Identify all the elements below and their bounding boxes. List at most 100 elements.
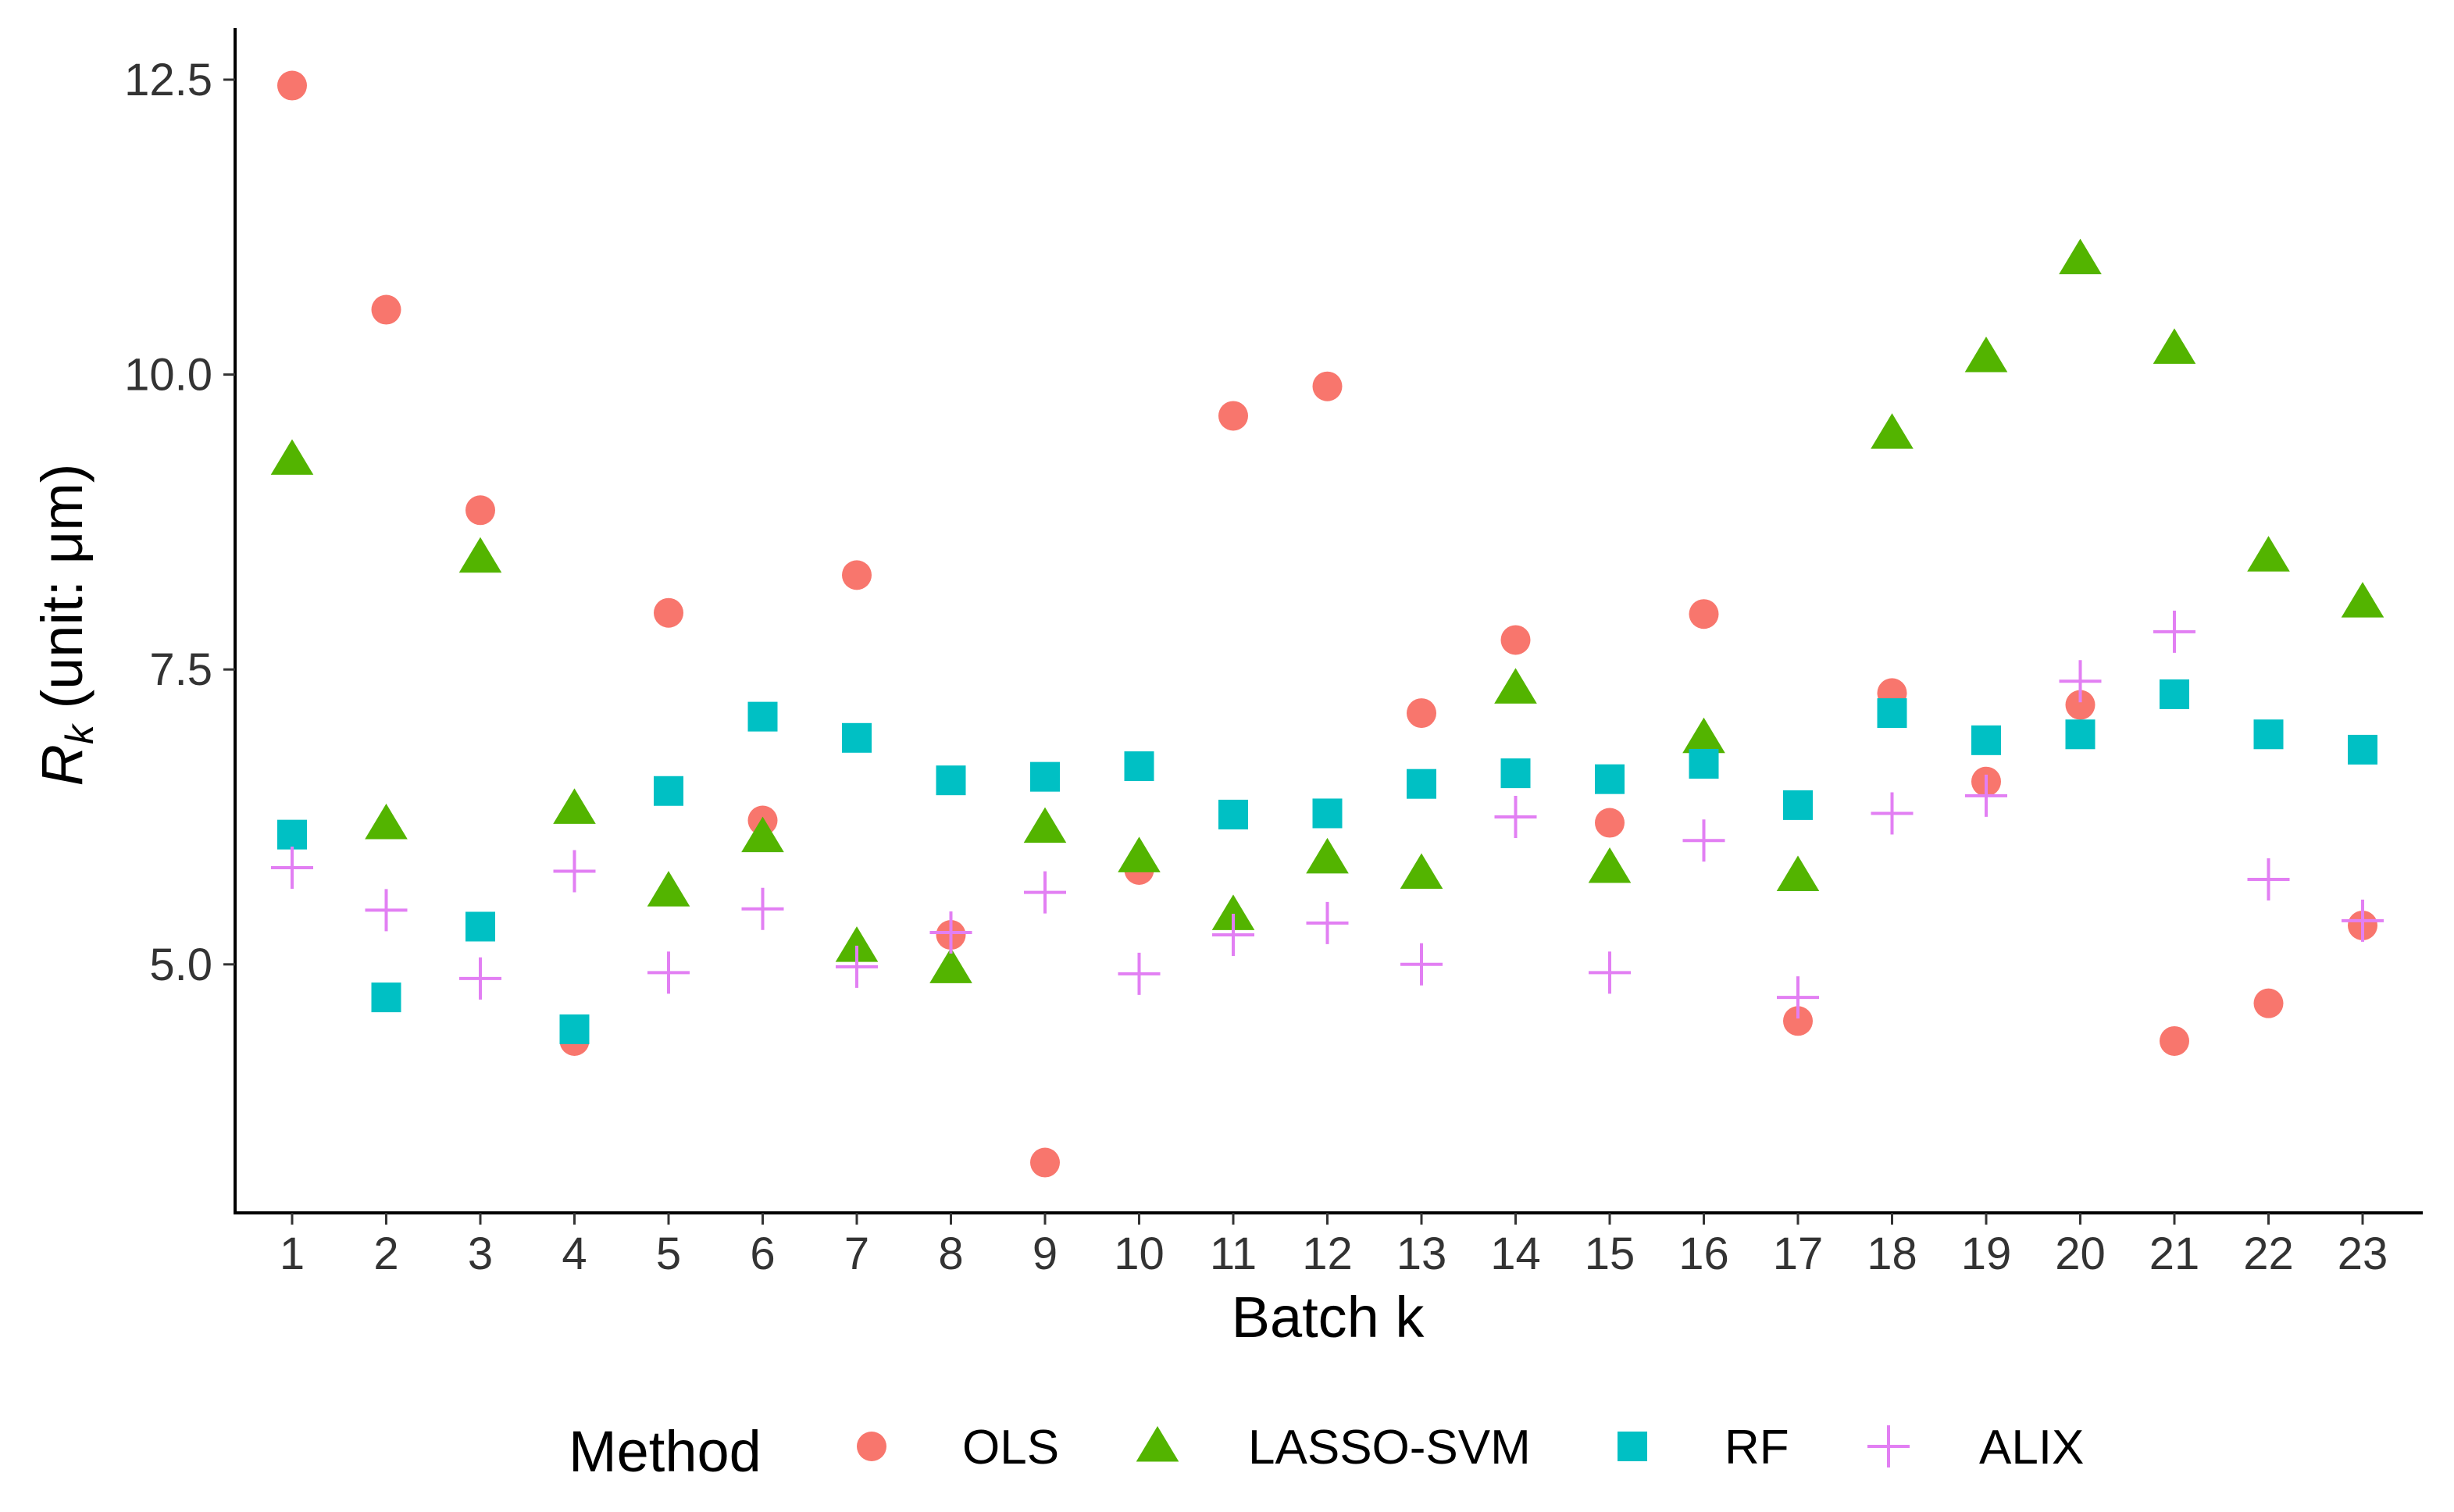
x-tick-label: 21 (2149, 1228, 2200, 1279)
data-point-alix (1400, 943, 1443, 986)
data-point-alix (1682, 819, 1725, 862)
y-axis-title: Rk (unit: μm) (30, 463, 102, 786)
data-point-ols (2253, 988, 2284, 1018)
data-point-alix (1494, 796, 1537, 838)
x-tick-label: 5 (656, 1228, 681, 1279)
data-point-lasso-svm (1776, 855, 1820, 892)
data-point-rf (559, 1014, 590, 1044)
x-tick-label: 7 (844, 1228, 869, 1279)
data-point-rf (1783, 790, 1813, 820)
data-point-lasso-svm (553, 788, 596, 824)
data-point-lasso-svm (270, 439, 314, 475)
data-point-lasso-svm (2341, 582, 2384, 618)
x-tick-label: 13 (1396, 1228, 1447, 1279)
data-point-rf (1124, 751, 1154, 782)
x-tick-label: 14 (1490, 1228, 1541, 1279)
series-alix (271, 610, 2384, 1019)
series-ols (277, 70, 2377, 1178)
x-tick-label: 4 (562, 1228, 587, 1279)
data-point-ols (1783, 1006, 1813, 1036)
data-point-alix (271, 846, 313, 889)
data-point-rf (936, 765, 966, 796)
y-axis-title-rest: (unit: μm) (30, 463, 95, 725)
data-point-alix (365, 889, 408, 932)
x-tick-label: 9 (1033, 1228, 1058, 1279)
data-point-rf (371, 982, 401, 1013)
data-point-lasso-svm (1023, 807, 1067, 843)
data-point-alix (2059, 660, 2102, 703)
x-tick-label: 15 (1585, 1228, 1635, 1279)
data-point-alix (1024, 871, 1066, 914)
data-point-rf (1407, 768, 1436, 799)
data-point-ols (1689, 599, 1719, 629)
x-tick-label: 22 (2243, 1228, 2294, 1279)
data-point-rf (1877, 698, 1907, 729)
x-tick-label: 11 (1210, 1228, 1257, 1279)
data-point-alix (459, 957, 501, 1000)
data-point-lasso-svm (1118, 836, 1161, 872)
x-tick-label: 6 (750, 1228, 775, 1279)
data-points (270, 70, 2384, 1178)
legend: Method OLS LASSO-SVM RF ALIX (569, 1419, 2084, 1484)
data-point-lasso-svm (1400, 853, 1443, 889)
x-tick-label: 2 (373, 1228, 398, 1279)
data-point-rf (277, 819, 307, 850)
data-point-rf (1971, 725, 2001, 755)
data-point-rf (465, 911, 495, 942)
legend-label-ols: OLS (962, 1421, 1059, 1475)
data-point-lasso-svm (1494, 668, 1537, 704)
legend-key-alix (1867, 1425, 1910, 1467)
data-point-alix (2247, 858, 2290, 901)
x-tick-label: 12 (1302, 1228, 1353, 1279)
data-point-lasso-svm (1964, 336, 2008, 373)
data-point-ols (1595, 808, 1625, 838)
data-point-lasso-svm (929, 947, 972, 983)
y-axis-title-main: R (30, 744, 95, 786)
x-tick-label: 18 (1867, 1228, 1917, 1279)
x-tick-label: 23 (2338, 1228, 2388, 1279)
data-point-ols (277, 70, 307, 101)
data-point-alix (647, 951, 690, 994)
x-tick-label: 19 (1961, 1228, 2012, 1279)
data-point-ols (371, 294, 401, 325)
data-point-lasso-svm (2153, 328, 2196, 364)
data-point-alix (1965, 774, 2007, 817)
series-lasso-svm (270, 238, 2384, 983)
data-point-ols (1218, 401, 1248, 431)
legend-key-ols (857, 1432, 886, 1461)
data-point-alix (1306, 901, 1349, 944)
data-point-lasso-svm (2059, 238, 2102, 275)
x-tick-label: 16 (1678, 1228, 1729, 1279)
data-point-rf (2348, 734, 2377, 765)
data-point-lasso-svm (2247, 536, 2290, 572)
data-point-rf (1312, 798, 1343, 829)
data-point-rf (1595, 764, 1625, 794)
y-tick-label: 12.5 (124, 55, 212, 105)
data-point-rf (2253, 719, 2284, 750)
data-point-ols (1030, 1147, 1060, 1178)
data-point-ols (1500, 625, 1531, 655)
y-tick-label: 5.0 (149, 940, 212, 990)
data-point-lasso-svm (1588, 847, 1632, 883)
data-point-rf (654, 776, 683, 806)
data-point-ols (2065, 690, 2096, 720)
data-point-lasso-svm (1682, 717, 1725, 754)
data-point-alix (929, 911, 972, 954)
data-point-rf (842, 722, 872, 753)
data-point-alix (553, 850, 596, 893)
data-point-rf (1689, 749, 1719, 779)
data-point-alix (1871, 792, 1914, 835)
data-point-lasso-svm (1211, 894, 1255, 930)
data-point-ols (842, 560, 872, 590)
x-tick-label: 10 (1114, 1228, 1165, 1279)
data-point-lasso-svm (835, 926, 879, 962)
y-tick-label: 7.5 (149, 644, 212, 695)
data-point-rf (1218, 799, 1248, 829)
data-point-alix (836, 945, 878, 988)
x-tick-label: 17 (1773, 1228, 1824, 1279)
data-point-alix (2153, 610, 2195, 653)
svg-text:Rk (unit: μm): Rk (unit: μm) (30, 463, 102, 786)
data-point-rf (1500, 758, 1531, 789)
y-tick-label: 10.0 (124, 350, 212, 401)
